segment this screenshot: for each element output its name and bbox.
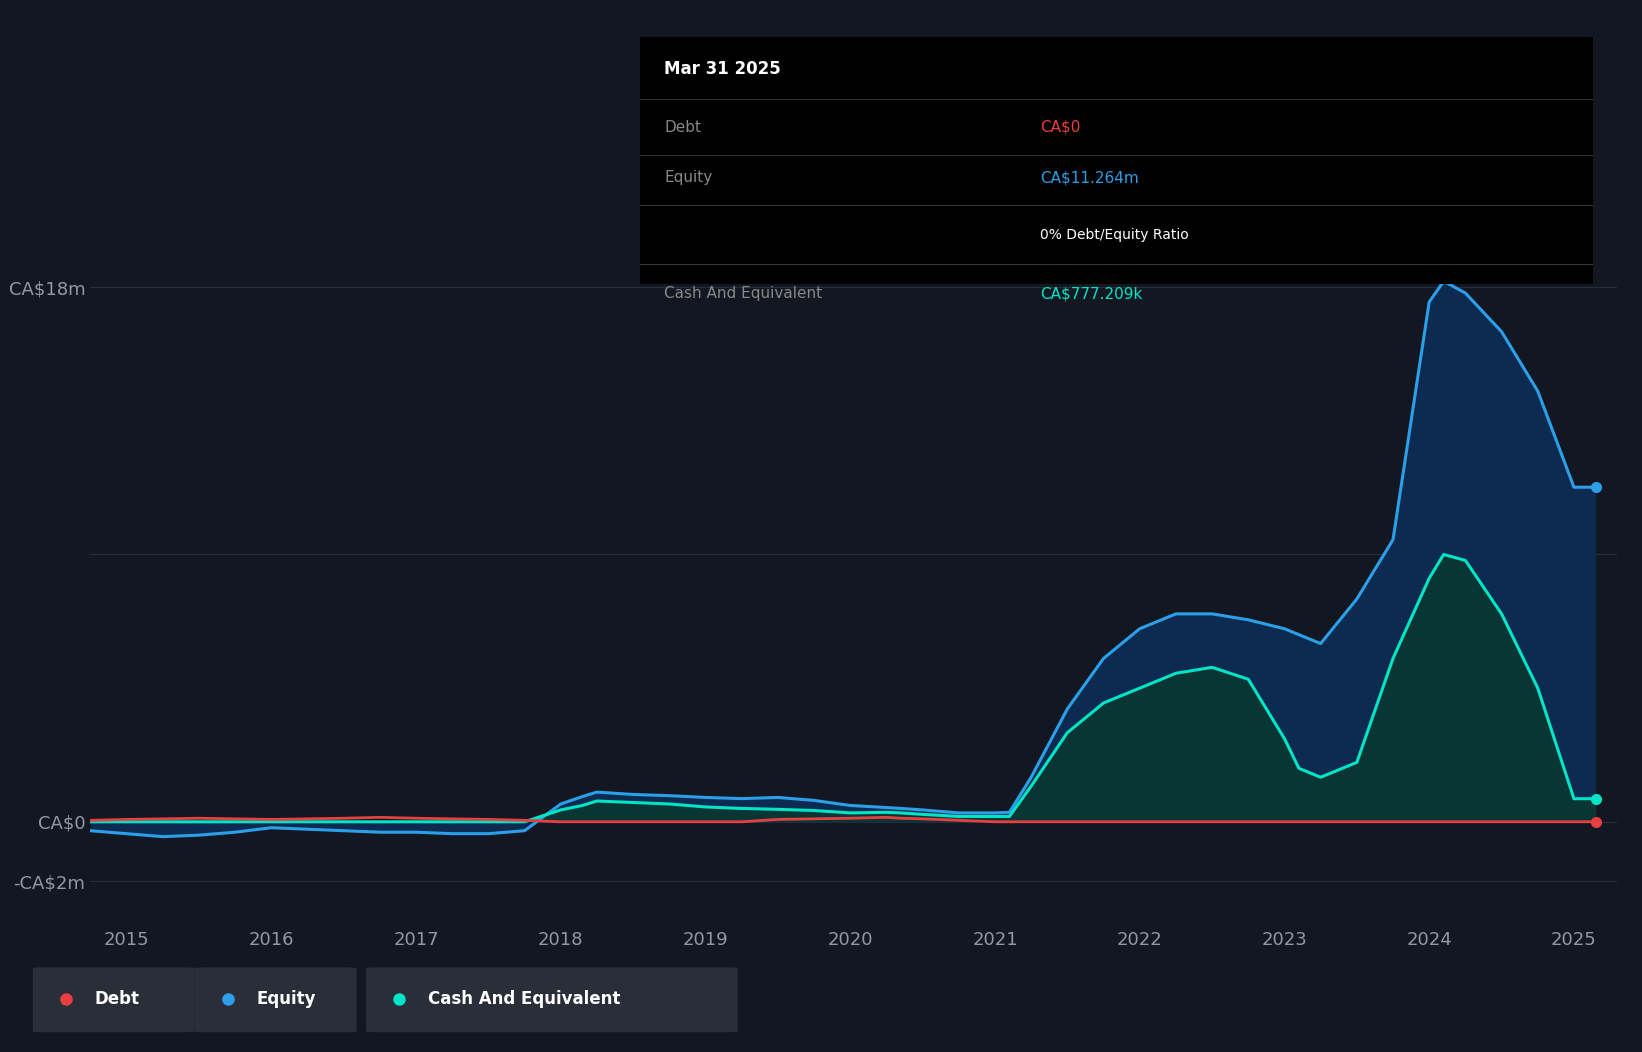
Text: Cash And Equivalent: Cash And Equivalent [429, 990, 621, 1009]
Text: 0% Debt/Equity Ratio: 0% Debt/Equity Ratio [1041, 227, 1189, 242]
FancyBboxPatch shape [366, 968, 737, 1032]
Text: CA$11.264m: CA$11.264m [1041, 170, 1140, 185]
Text: CA$0: CA$0 [1041, 120, 1080, 135]
Text: Mar 31 2025: Mar 31 2025 [663, 60, 782, 78]
Text: Equity: Equity [256, 990, 317, 1009]
Text: Equity: Equity [663, 170, 713, 185]
FancyBboxPatch shape [195, 968, 356, 1032]
Text: CA$777.209k: CA$777.209k [1041, 286, 1143, 302]
Text: Debt: Debt [663, 120, 701, 135]
Text: Cash And Equivalent: Cash And Equivalent [663, 286, 823, 302]
FancyBboxPatch shape [33, 968, 195, 1032]
Text: Debt: Debt [95, 990, 140, 1009]
